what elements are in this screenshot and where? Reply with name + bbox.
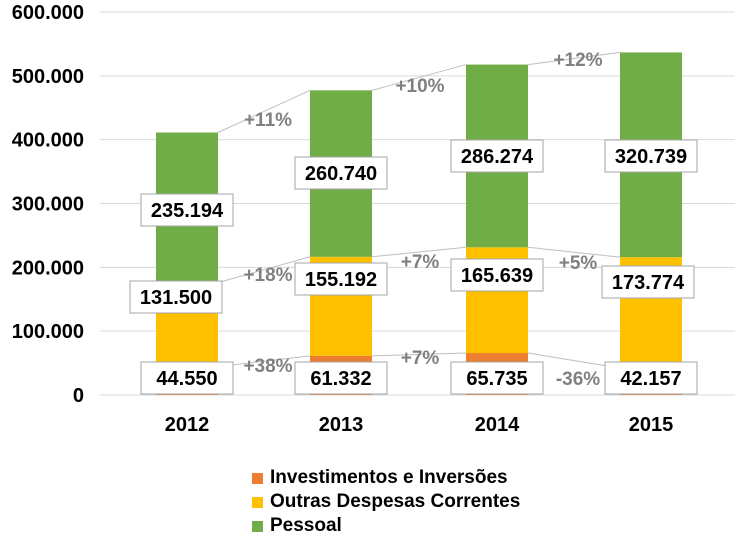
data-label-box bbox=[294, 361, 388, 395]
growth-connector bbox=[217, 89, 311, 133]
x-tick-label: 2014 bbox=[475, 414, 520, 436]
growth-label: +7% bbox=[401, 348, 440, 369]
data-label-box bbox=[604, 139, 698, 173]
data-label: 320.739 bbox=[615, 146, 687, 168]
legend-item-outras: Outras Despesas Correntes bbox=[252, 490, 520, 514]
data-label: 260.740 bbox=[305, 163, 377, 185]
y-tick-label: 100.000 bbox=[12, 321, 84, 343]
data-label: 44.550 bbox=[156, 368, 217, 390]
legend: Investimentos e Inversões Outras Despesa… bbox=[252, 466, 520, 538]
legend-swatch-outras bbox=[252, 496, 263, 508]
growth-label: +5% bbox=[559, 253, 598, 274]
legend-label-investimentos: Investimentos e Inversões bbox=[270, 467, 508, 488]
data-label: 131.500 bbox=[140, 287, 212, 309]
y-tick-label: 400.000 bbox=[12, 130, 84, 152]
chart-plot: 0 100.000 200.000 300.000 400.000 500.000 600.… bbox=[12, 2, 735, 436]
data-label-box bbox=[450, 139, 544, 173]
data-label-box bbox=[601, 265, 695, 299]
growth-connector bbox=[371, 64, 467, 91]
growth-connector bbox=[527, 51, 621, 66]
data-label: 61.332 bbox=[310, 368, 371, 390]
data-label-box bbox=[140, 361, 234, 395]
legend-swatch-investimentos bbox=[252, 472, 263, 484]
x-tick-label: 2012 bbox=[165, 414, 210, 436]
x-tick-label: 2013 bbox=[319, 414, 364, 436]
data-label-box bbox=[294, 156, 388, 190]
growth-label: +18% bbox=[243, 265, 292, 286]
data-label-box bbox=[450, 361, 544, 395]
legend-swatch-pessoal bbox=[252, 520, 263, 532]
data-label: 42.157 bbox=[620, 368, 681, 390]
x-tick-label: 2015 bbox=[629, 414, 674, 436]
growth-connector bbox=[371, 352, 467, 357]
y-tick-label: 500.000 bbox=[12, 66, 84, 88]
growth-label: +11% bbox=[244, 110, 292, 131]
data-label-box bbox=[140, 193, 234, 227]
growth-connector bbox=[217, 256, 311, 284]
legend-label-outras: Outras Despesas Correntes bbox=[270, 491, 521, 512]
growth-label: -36% bbox=[556, 369, 600, 390]
legend-item-investimentos: Investimentos e Inversões bbox=[252, 466, 520, 490]
y-tick-label: 600.000 bbox=[12, 2, 84, 24]
data-label: 155.192 bbox=[305, 269, 377, 291]
data-label: 173.774 bbox=[612, 272, 685, 294]
data-label: 286.274 bbox=[461, 146, 534, 168]
legend-label-pessoal: Pessoal bbox=[270, 515, 342, 536]
data-label: 65.735 bbox=[466, 368, 527, 390]
growth-connector bbox=[371, 246, 467, 258]
growth-label: +12% bbox=[553, 50, 602, 71]
y-tick-label: 0 bbox=[73, 385, 84, 407]
data-label-box bbox=[450, 258, 544, 292]
growth-label: +7% bbox=[401, 252, 440, 273]
y-tick-label: 300.000 bbox=[12, 194, 84, 216]
data-label-box bbox=[294, 262, 388, 296]
growth-connector bbox=[527, 246, 621, 258]
growth-label: +38% bbox=[243, 356, 292, 377]
legend-item-pessoal: Pessoal bbox=[252, 514, 520, 538]
growth-label: +10% bbox=[395, 76, 444, 97]
data-label-box bbox=[129, 280, 223, 314]
data-label: 165.639 bbox=[461, 265, 533, 287]
data-label: 235.194 bbox=[151, 200, 224, 222]
data-label-box bbox=[604, 361, 698, 395]
y-tick-label: 200.000 bbox=[12, 257, 84, 279]
